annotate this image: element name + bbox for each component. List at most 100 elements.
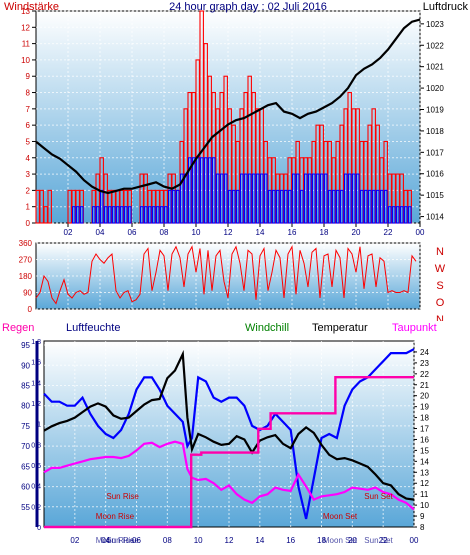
- wind-x-tick-label: 02: [64, 228, 73, 235]
- wind-average-bar: [203, 157, 208, 224]
- wind-average-bar: [395, 206, 400, 224]
- wind-average-bar: [351, 173, 356, 224]
- wind-average-bar: [367, 189, 372, 224]
- wind-gust-bar: [67, 189, 72, 224]
- wind-average-bar: [115, 206, 120, 224]
- temperature-tick-label: 24: [420, 348, 429, 357]
- temperature-line: [43, 349, 415, 501]
- graph-title: 24 hour graph day : 02 Juli 2016: [169, 1, 327, 13]
- wind-average-bar: [159, 206, 164, 224]
- wind-average-bar: [319, 173, 324, 224]
- humidity-line: [43, 348, 415, 520]
- temp-x-tick-label: 18: [317, 536, 326, 545]
- wind-speed-tick-label: 7: [26, 105, 31, 114]
- wind-average-bar: [399, 206, 404, 224]
- wind-average-bar: [227, 189, 232, 224]
- wind-average-bar: [267, 189, 272, 224]
- pressure-tick-label: 1020: [426, 84, 444, 93]
- wind-average-bar: [295, 173, 300, 224]
- wind-average-bar: [235, 189, 240, 224]
- temperature-tick-label: 16: [420, 435, 429, 444]
- pressure-tick-label: 1021: [426, 63, 444, 72]
- temperature-tick-label: 18: [420, 414, 429, 423]
- wind-speed-tick-label: 9: [26, 72, 31, 81]
- direction-tick-label: 0: [28, 305, 33, 314]
- wind-speed-tick-label: 5: [26, 137, 31, 146]
- wind-gust-bar: [43, 206, 48, 224]
- wind-average-bar: [139, 206, 144, 224]
- wind-average-bar: [263, 173, 268, 224]
- wind-average-bar: [91, 206, 96, 224]
- wind-average-bar: [379, 189, 384, 224]
- wind-speed-axis-label: Windstärke: [4, 1, 59, 13]
- wind-speed-tick-label: 0: [26, 219, 31, 228]
- temp-x-tick-label: 12: [225, 536, 234, 545]
- wind-x-tick-label: 10: [192, 228, 201, 235]
- humidity-tick-label: 65: [21, 462, 30, 471]
- temperature-humidity-chart: Regen Luftfeuchte Windchill Temperatur Taupu…: [2, 322, 437, 545]
- wind-average-bar: [143, 206, 148, 224]
- wind-average-bar: [247, 173, 252, 224]
- astro-bottom-label: Moon Set: [323, 536, 358, 545]
- wind-average-bar: [375, 189, 380, 224]
- wind-speed-tick-label: 2: [26, 186, 31, 195]
- wind-average-bar: [147, 206, 152, 224]
- wind-average-bar: [75, 206, 80, 224]
- humidity-tick-label: 60: [21, 483, 30, 492]
- temperature-tick-label: 11: [420, 490, 429, 499]
- direction-tick-label: 360: [19, 239, 33, 248]
- wind-average-bar: [391, 206, 396, 224]
- pressure-tick-label: 1018: [426, 127, 444, 136]
- wind-average-bar: [291, 173, 296, 224]
- dewpoint-label: Taupunkt: [392, 322, 437, 334]
- humidity-tick-label: 85: [21, 381, 30, 390]
- astro-annotation: Moon Rise: [96, 512, 135, 521]
- wind-average-bar: [271, 189, 276, 224]
- wind-average-bar: [231, 189, 236, 224]
- astro-annotation: Moon Set: [323, 512, 358, 521]
- temp-x-tick-label: 02: [70, 536, 79, 545]
- wind-average-bar: [151, 206, 156, 224]
- wind-x-tick-label: 20: [352, 228, 361, 235]
- wind-speed-tick-label: 8: [26, 89, 31, 98]
- pressure-tick-label: 1022: [426, 41, 444, 50]
- temp-x-tick-label: 14: [255, 536, 264, 545]
- temperature-tick-label: 22: [420, 370, 429, 379]
- compass-label: W: [435, 263, 446, 275]
- astro-bottom-label: Moon Rise: [96, 536, 135, 545]
- wind-average-bar: [335, 189, 340, 224]
- wind-average-bar: [403, 206, 408, 224]
- rain-tick-label: 1: [37, 422, 41, 429]
- temp-x-tick-label: 00: [410, 536, 419, 545]
- temp-x-tick-label: 06: [132, 536, 141, 545]
- wind-average-bar: [303, 173, 308, 224]
- temperature-tick-label: 20: [420, 392, 429, 401]
- wind-average-bar: [219, 173, 224, 224]
- humidity-tick-label: 80: [21, 402, 30, 411]
- wind-x-tick-label: 12: [224, 228, 233, 235]
- temperature-tick-label: 19: [420, 403, 429, 412]
- wind-speed-tick-label: 13: [21, 7, 30, 16]
- wind-average-bar: [347, 173, 352, 224]
- wind-average-bar: [387, 206, 392, 224]
- wind-average-bar: [355, 173, 360, 224]
- wind-gust-bar: [47, 189, 52, 224]
- wind-average-bar: [179, 173, 184, 224]
- wind-average-bar: [383, 189, 388, 224]
- rain-axis-label: Regen: [2, 322, 34, 334]
- wind-direction-line: [35, 245, 417, 305]
- direction-tick-label: 180: [19, 272, 33, 281]
- pressure-tick-label: 1019: [426, 106, 444, 115]
- compass-label: S: [436, 280, 443, 292]
- wind-average-bar: [79, 206, 84, 224]
- wind-average-bar: [363, 189, 368, 224]
- wind-average-bar: [359, 189, 364, 224]
- wind-average-bar: [175, 189, 180, 224]
- wind-average-bar: [323, 173, 328, 224]
- wind-speed-tick-label: 10: [21, 56, 30, 65]
- wind-average-bar: [243, 173, 248, 224]
- wind-average-bar: [103, 206, 108, 224]
- wind-speed-tick-label: 1: [26, 203, 31, 212]
- pressure-tick-label: 1015: [426, 191, 444, 200]
